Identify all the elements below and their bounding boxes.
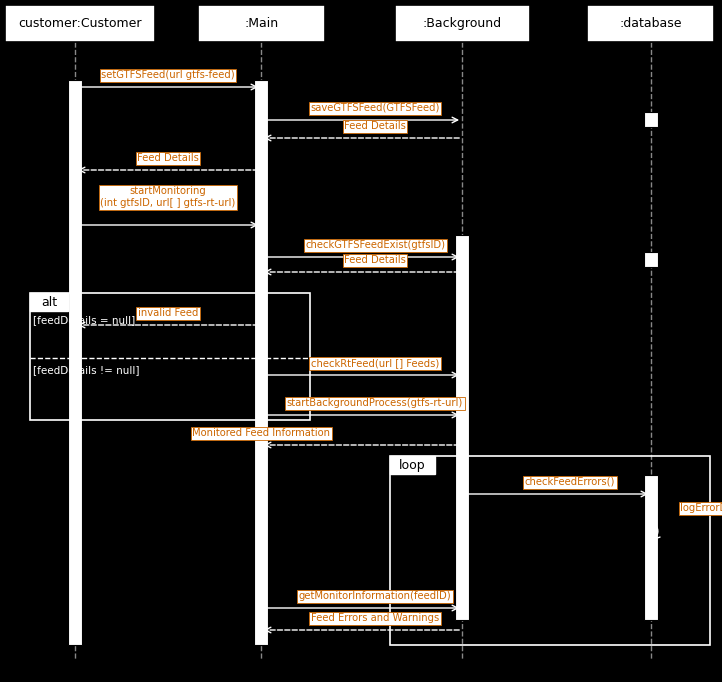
Bar xyxy=(644,252,658,267)
Text: setGTFSFeed(url gtfs-feed): setGTFSFeed(url gtfs-feed) xyxy=(101,70,235,80)
Text: Feed Details: Feed Details xyxy=(344,255,406,265)
Text: Monitored Feed Information: Monitored Feed Information xyxy=(192,428,330,438)
Text: saveGTFSFeed(GTFSFeed): saveGTFSFeed(GTFSFeed) xyxy=(310,103,440,113)
Bar xyxy=(644,475,658,620)
Bar xyxy=(30,293,68,311)
Text: :Background: :Background xyxy=(423,17,502,30)
Text: startBackgroundProcess(gtfs-rt-url): startBackgroundProcess(gtfs-rt-url) xyxy=(287,398,463,408)
Text: :database: :database xyxy=(619,17,682,30)
Bar xyxy=(5,5,155,42)
Text: :Main: :Main xyxy=(245,17,279,30)
Bar xyxy=(587,5,714,42)
Text: [feedDetails = null]: [feedDetails = null] xyxy=(33,315,135,325)
Bar xyxy=(254,80,268,645)
Text: Feed Details: Feed Details xyxy=(137,153,199,163)
Text: [feedDetails != null]: [feedDetails != null] xyxy=(33,365,139,375)
Bar xyxy=(198,5,325,42)
Bar xyxy=(455,235,469,620)
Bar xyxy=(30,293,310,420)
Text: Feed Errors and Warnings: Feed Errors and Warnings xyxy=(311,613,439,623)
Bar xyxy=(68,80,82,645)
Text: checkRtFeed(url [] Feeds): checkRtFeed(url [] Feeds) xyxy=(311,358,439,368)
Bar xyxy=(390,456,435,474)
Bar xyxy=(395,5,530,42)
Text: Feed Details: Feed Details xyxy=(344,121,406,131)
Bar xyxy=(644,112,658,127)
Text: checkFeedErrors(): checkFeedErrors() xyxy=(525,477,615,487)
Text: startMonitoring
(int gtfsID, url[ ] gtfs-rt-url): startMonitoring (int gtfsID, url[ ] gtfs… xyxy=(100,186,235,208)
Text: getMonitorInformation(feedID): getMonitorInformation(feedID) xyxy=(299,591,451,601)
Text: alt: alt xyxy=(41,295,57,308)
Text: invalid Feed: invalid Feed xyxy=(138,308,198,318)
Bar xyxy=(390,456,710,645)
Text: loop: loop xyxy=(399,458,426,471)
Text: logErrorDetails(): logErrorDetails() xyxy=(680,503,722,513)
Text: checkGTFSFeedExist(gtfsID): checkGTFSFeedExist(gtfsID) xyxy=(305,240,445,250)
Text: customer:Customer: customer:Customer xyxy=(18,17,142,30)
